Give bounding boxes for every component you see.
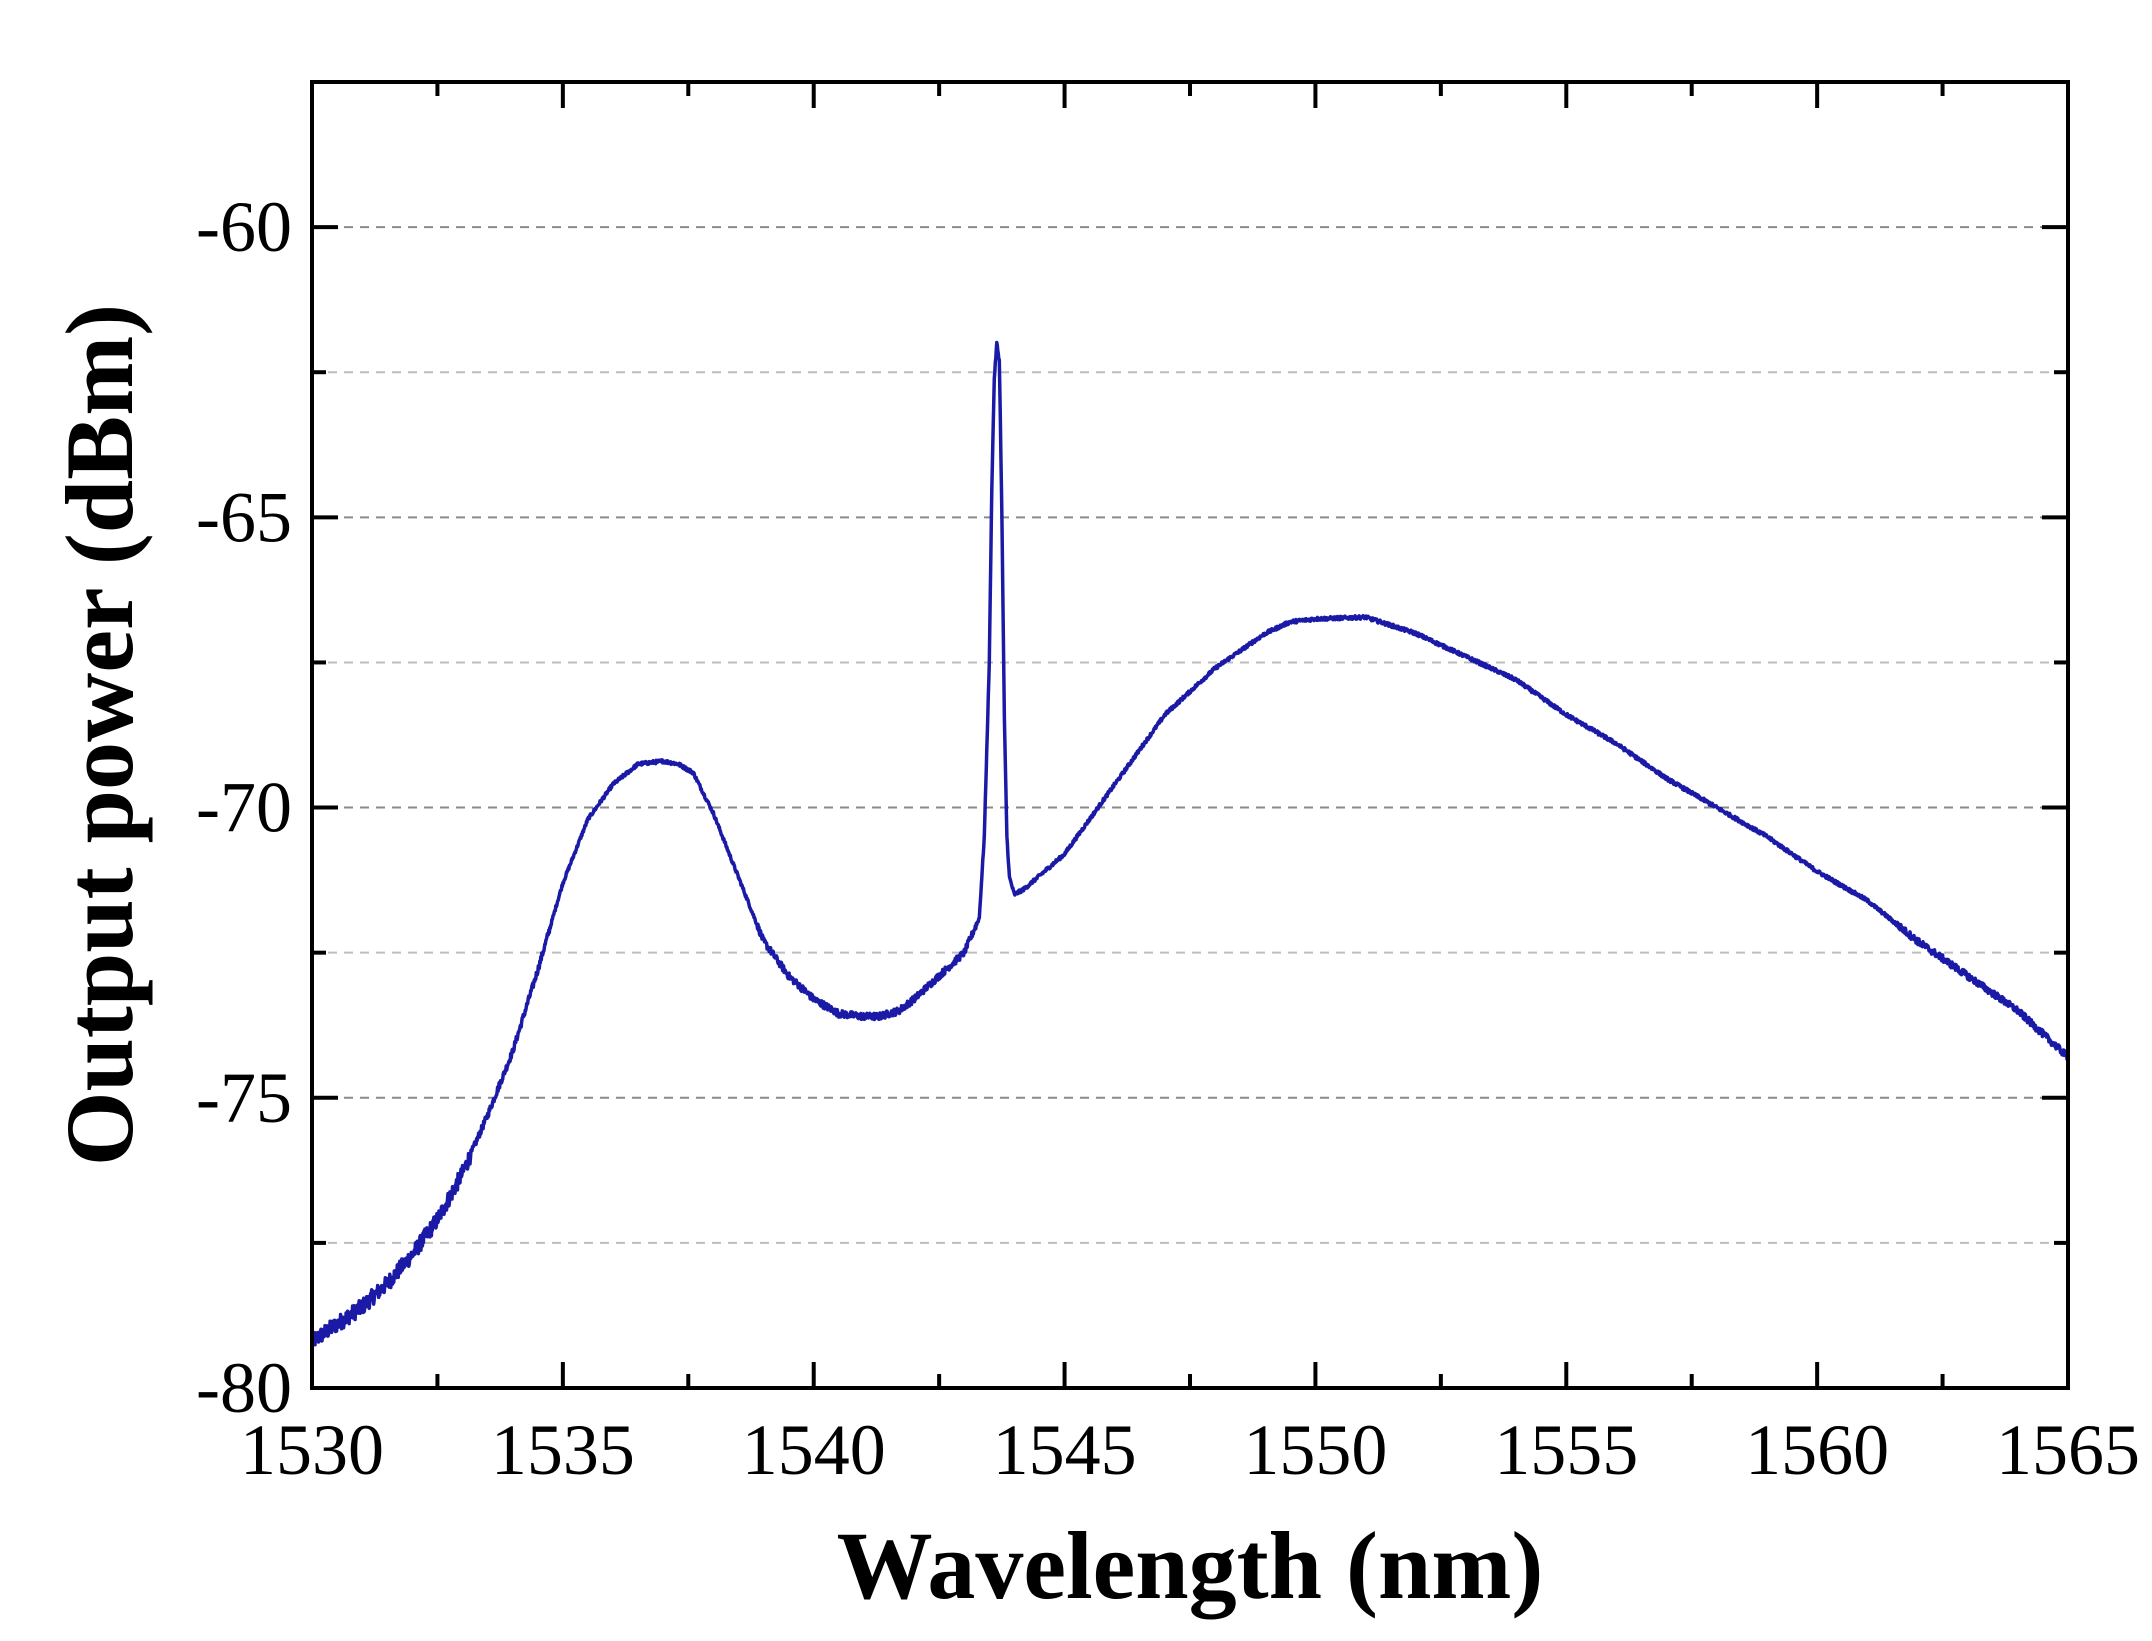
series-layer [310,340,2070,1347]
y-tick-label: -60 [196,187,292,267]
y-tick-label: -80 [196,1348,292,1428]
y-tick-label: -75 [196,1058,292,1138]
x-tick-label: 1560 [1745,1410,1889,1490]
x-tick-label: 1535 [491,1410,635,1490]
grid-lines [312,226,2068,1244]
y-tick-labels: -80 -75 -70 -65 -60 [196,187,292,1428]
y-tick-label: -65 [196,477,292,557]
x-tick-label: 1545 [993,1410,1137,1490]
x-tick-labels: 1530 1535 1540 1545 1550 1555 1560 1565 [240,1410,2140,1490]
x-tick-label: 1530 [240,1410,384,1490]
x-tick-label: 1540 [742,1410,886,1490]
axis-ticks [310,82,2070,1390]
y-axis-title: Output power (dBm) [46,304,153,1166]
x-tick-label: 1555 [1494,1410,1638,1490]
y-tick-label: -70 [196,768,292,848]
x-tick-label: 1550 [1243,1410,1387,1490]
plot-frame [310,80,2070,1390]
x-axis-title: Wavelength (nm) [837,1512,1544,1619]
series-line-spectrum [310,340,2070,1347]
x-tick-label: 1565 [1996,1410,2140,1490]
